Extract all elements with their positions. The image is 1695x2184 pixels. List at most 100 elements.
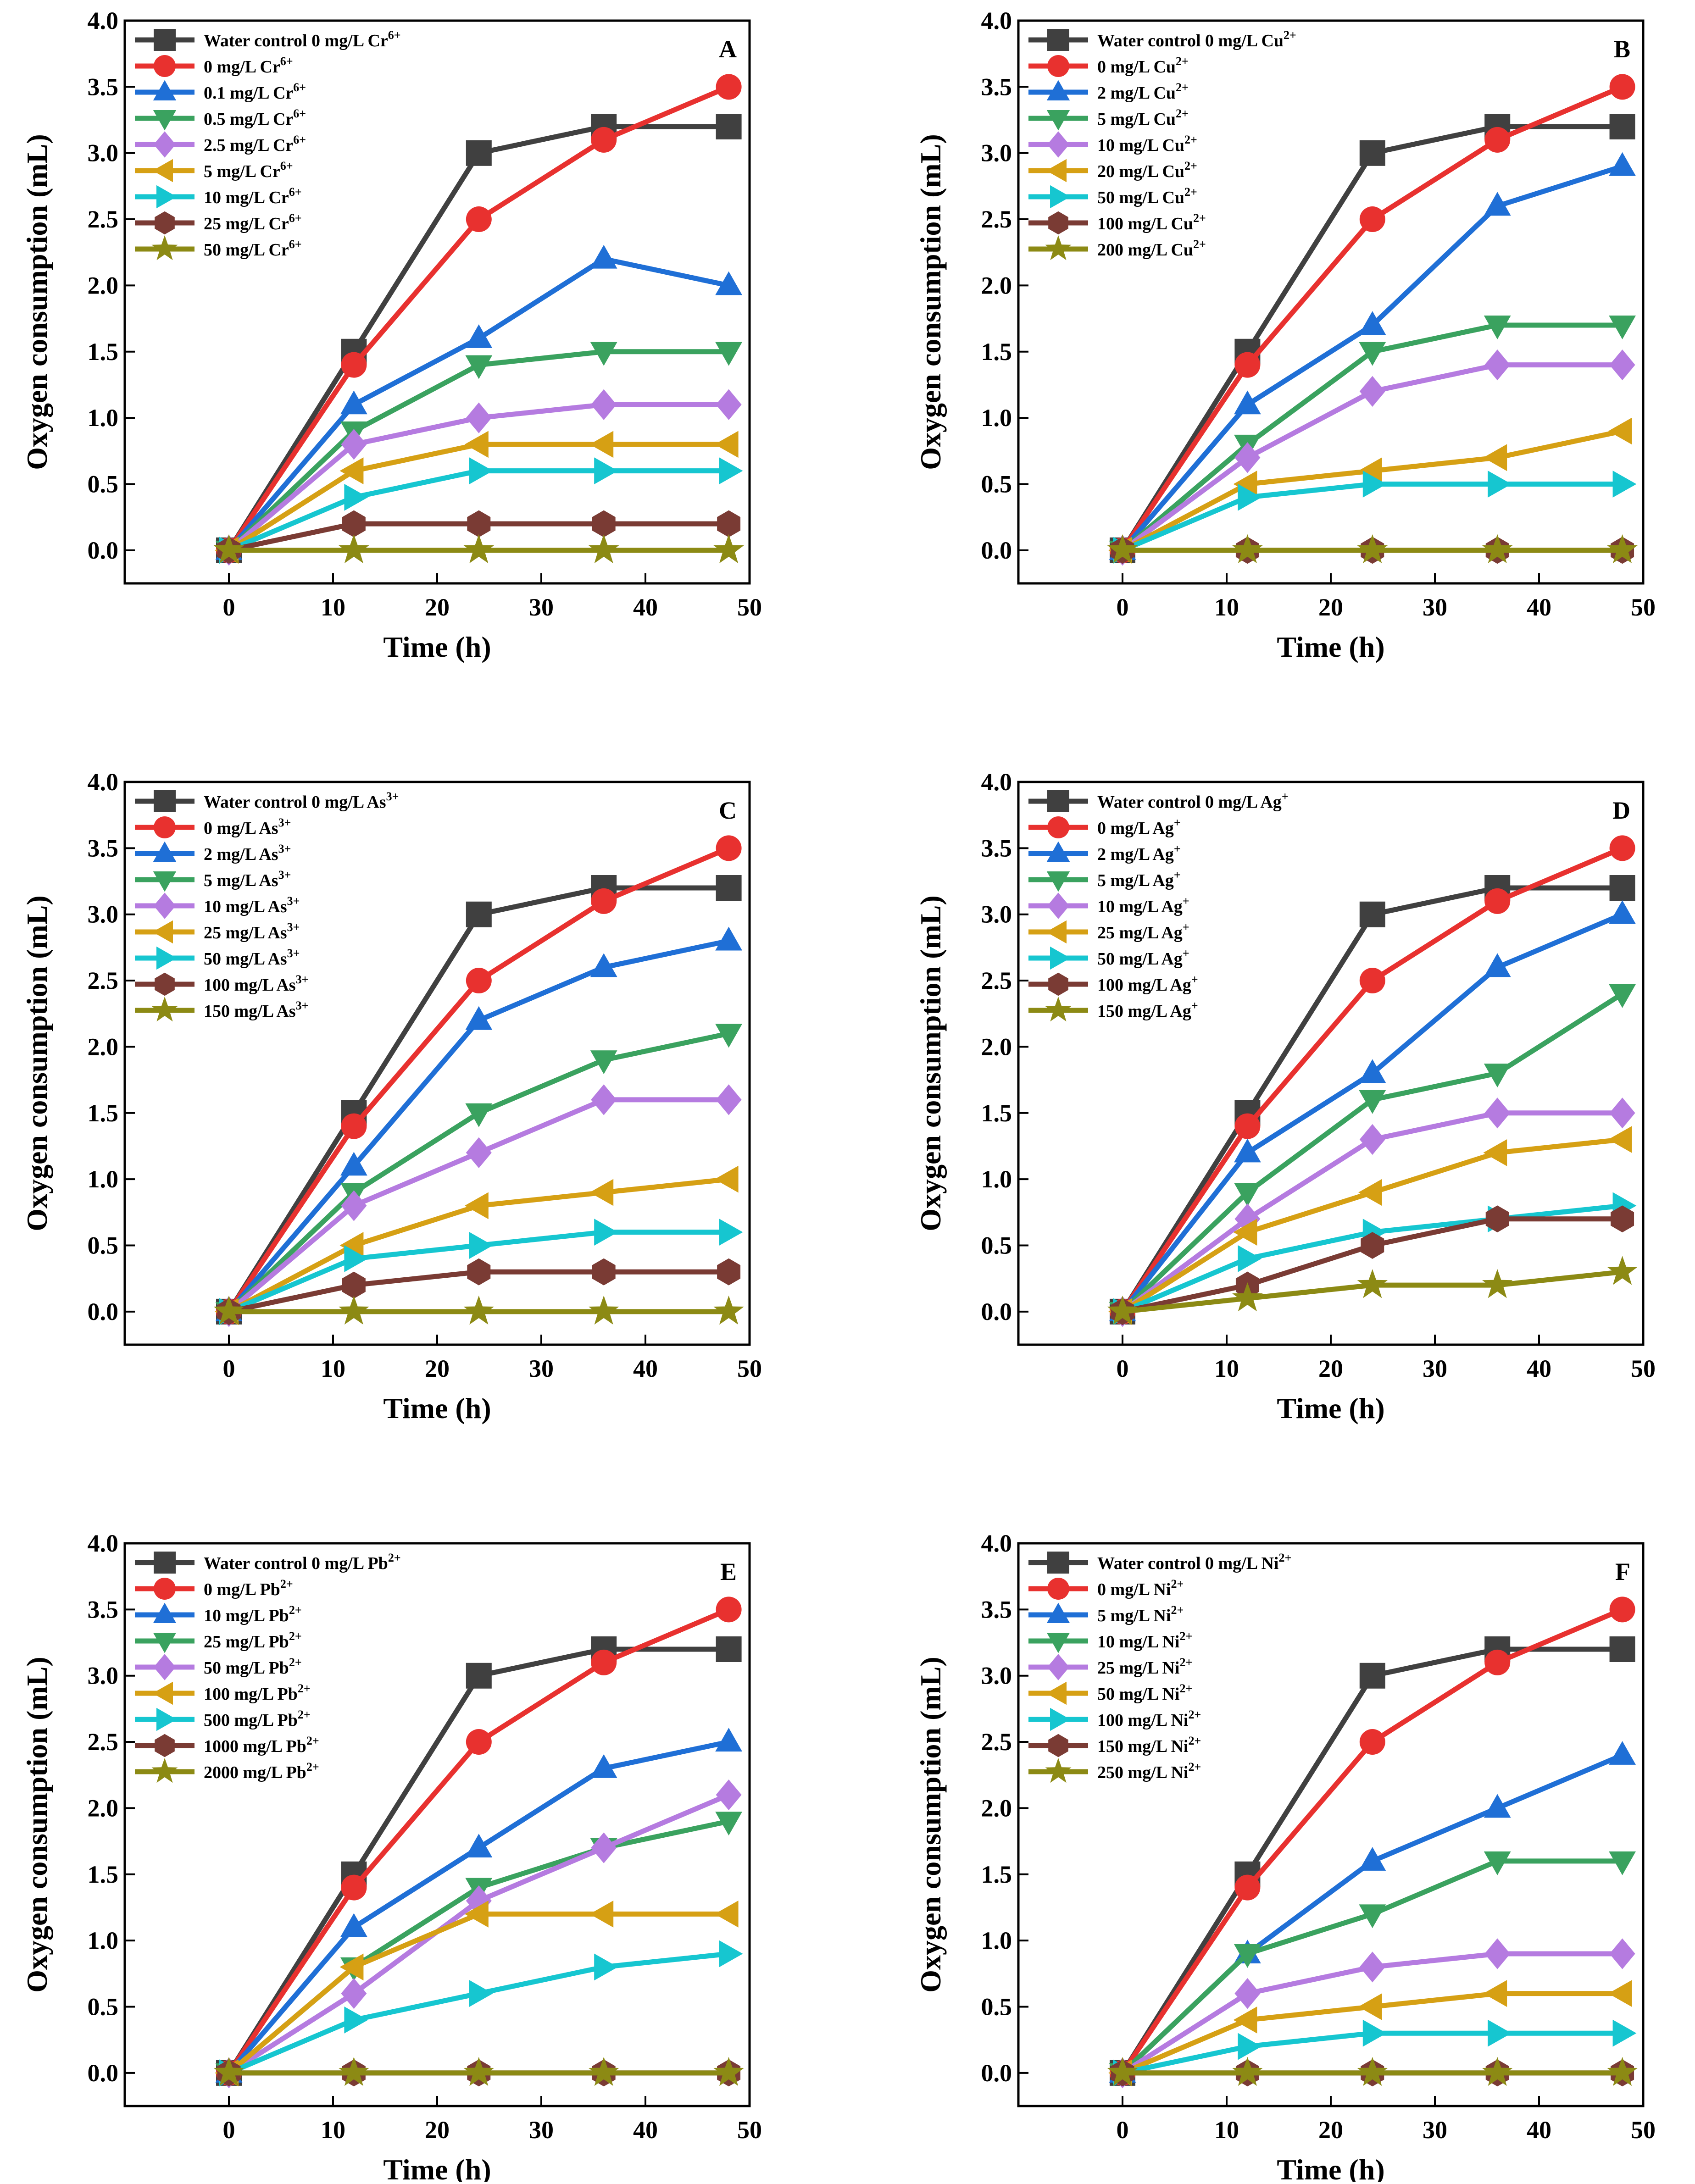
data-point [339,1953,364,1981]
legend-label: 25 mg/L Pb2+ [204,1630,302,1652]
legend-item: 100 mg/L Ag+ [1028,972,1198,996]
legend-label: 25 mg/L Ag+ [1097,920,1189,942]
chart-panel-a: 0.0 0.5 1.0 1.5 2.0 2.5 3.0 3.5 4.0 0 10 20 30 40 50 Ti… [21,7,762,663]
y-tick-label: 1.0 [88,404,119,432]
data-point [342,1271,366,1299]
plot-frame [123,19,751,585]
legend-item: 50 mg/L Cu2+ [1028,185,1197,209]
legend-marker [153,80,177,100]
x-tick-label: 20 [1318,1355,1343,1382]
y-tick-label: 1.0 [88,1165,119,1193]
legend-label: 0 mg/L As3+ [204,816,291,838]
legend-label: 100 mg/L Cu2+ [1097,211,1206,233]
data-point [1357,1269,1388,1298]
x-tick-label: 30 [1423,593,1447,621]
x-tick-label: 10 [321,2116,345,2144]
data-point [589,431,614,458]
y-tick-label: 1.0 [981,1165,1012,1193]
legend-item: 25 mg/L Pb2+ [135,1630,302,1653]
y-tick-label: 2.5 [88,205,119,233]
x-tick-label: 50 [1631,2116,1656,2144]
data-point [1608,1980,1632,2007]
data-point [467,510,491,538]
legend-item: 2 mg/L Ag+ [1028,841,1181,864]
data-point [1484,1064,1511,1087]
data-point [466,140,492,166]
legend-label: 0 mg/L Cr6+ [204,55,293,77]
legend-marker [1047,1654,1069,1680]
series-4 [1109,316,1636,565]
y-tick-label: 2.0 [88,1794,119,1822]
data-point [719,1219,743,1246]
data-point [592,1258,616,1286]
x-tick-label: 30 [529,1355,554,1382]
series-9 [213,534,744,564]
legend-item: Water control 0 mg/L As3+ [135,790,399,812]
data-point [594,1219,618,1246]
data-point [1609,1098,1635,1129]
data-point [717,1258,741,1286]
data-point [1359,206,1385,233]
data-point [341,1978,367,2009]
legend-label: 2.5 mg/L Cr6+ [204,133,306,155]
legend-marker [154,816,176,838]
legend-item: 1000 mg/L Pb2+ [135,1734,319,1757]
data-point [1233,1219,1257,1246]
legend-marker [153,110,177,131]
data-point [715,271,742,295]
legend-label: 2000 mg/L Pb2+ [204,1760,319,1782]
legend-label: 2 mg/L As3+ [204,842,291,864]
y-tick-label: 4.0 [981,768,1012,796]
data-point [1359,1847,1386,1871]
legend-item: 0.5 mg/L Cr6+ [135,107,306,131]
data-point [719,1940,743,1968]
data-point [591,1649,617,1675]
x-tick-label: 30 [529,593,554,621]
data-point [340,1913,367,1937]
x-tick-label: 0 [1117,1355,1129,1382]
legend-label: 5 mg/L As3+ [204,868,291,890]
y-tick-label: 4.0 [88,1530,119,1557]
y-tick-label: 2.0 [981,1033,1012,1060]
data-point [591,888,617,914]
data-point [1609,1938,1635,1969]
legend-label: 50 mg/L Ni2+ [1097,1682,1192,1704]
legend-marker [1047,29,1069,51]
legend-marker [154,29,176,51]
data-point [1233,2006,1257,2034]
y-tick-label: 1.5 [88,338,119,366]
data-point [465,431,489,458]
data-point [716,389,742,420]
legend-item: 5 mg/L As3+ [135,868,291,892]
legend-marker [1046,80,1070,100]
legend-label: 10 mg/L Cu2+ [1097,133,1197,155]
data-point [715,1728,742,1752]
legend-item: 100 mg/L Cu2+ [1028,211,1206,235]
data-point [1232,2057,1263,2086]
data-point [1358,1179,1382,1206]
legend-label: Water control 0 mg/L Pb2+ [204,1551,401,1573]
legend: Water control 0 mg/L Ni2+ 0 mg/L Ni2+ 5 mg… [1028,1551,1291,1783]
x-tick-label: 50 [1631,1355,1656,1382]
y-axis-title: Oxygen consumption (mL) [21,895,53,1231]
y-tick-label: 0.0 [981,1298,1012,1325]
legend-marker [1047,131,1069,158]
y-tick-label: 0.0 [981,537,1012,564]
legend-item: 2.5 mg/L Cr6+ [135,131,306,158]
data-point [1358,1993,1382,2020]
legend-label: 10 mg/L Ni2+ [1097,1630,1192,1652]
data-point [1359,1729,1385,1755]
data-point [1483,444,1507,471]
legend-marker [1050,1707,1071,1731]
chart-panel-f: 0.0 0.5 1.0 1.5 2.0 2.5 3.0 3.5 4.0 0 10 20 30 40 50 Ti… [914,1530,1656,2184]
data-point [1232,534,1263,564]
data-point [1612,471,1637,498]
legend-marker [1046,1681,1067,1705]
data-point [590,1754,617,1778]
y-tick-label: 3.0 [88,139,119,167]
legend-label: 5 mg/L Ag+ [1097,868,1181,890]
data-point [463,2057,495,2086]
legend-label: 2 mg/L Cu2+ [1097,81,1189,103]
series-5 [216,1779,742,2089]
